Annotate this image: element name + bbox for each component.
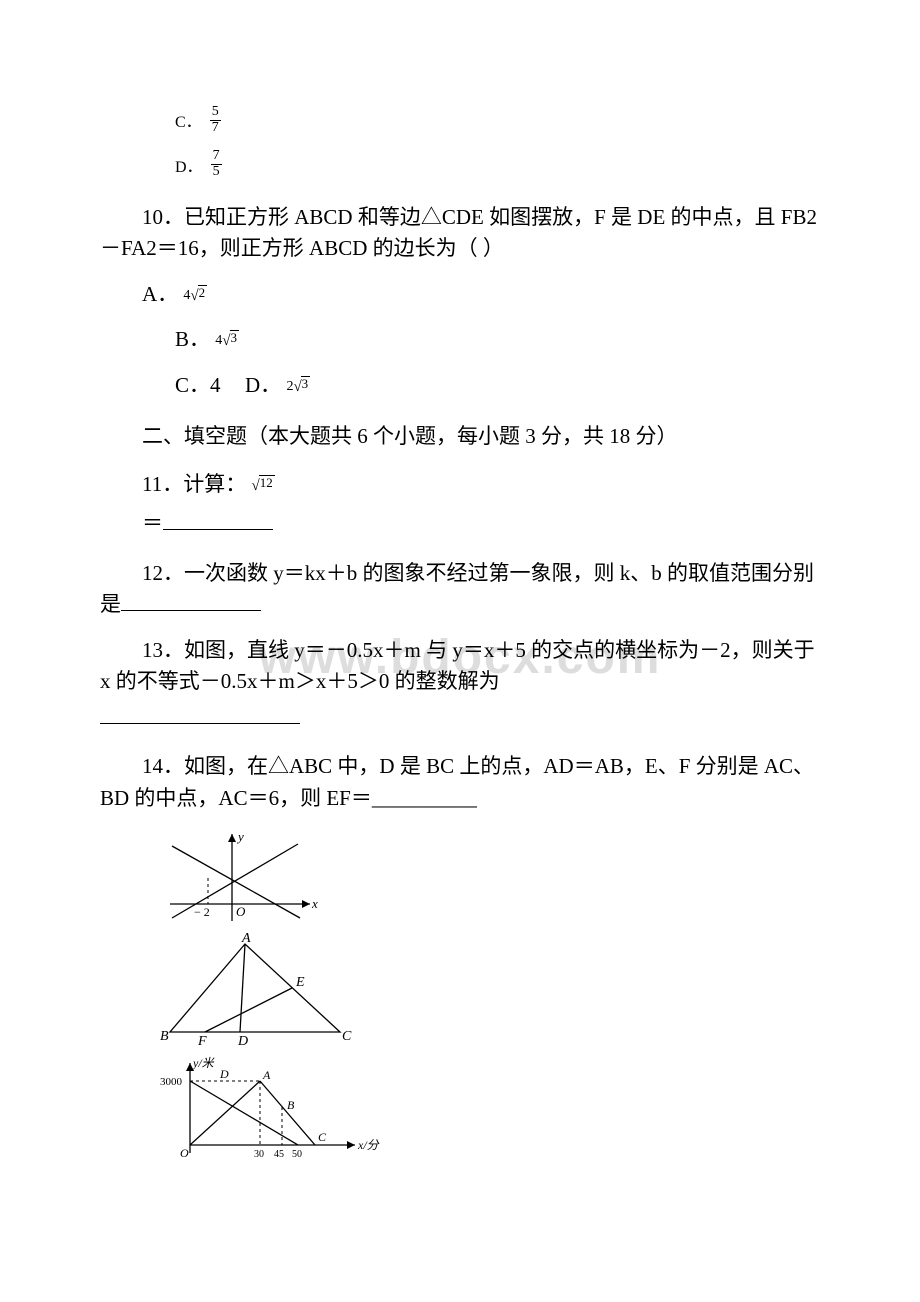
question-13-line1: 13．如图，直线 y＝－0.5x＋m 与 y＝x＋5 的交点的横坐标为－2，则关…: [100, 635, 820, 698]
option-10-cd: C．4 D． 2 √ 3: [175, 370, 820, 402]
question-11-lead: 11．计算： √ 12: [142, 469, 820, 501]
option-10-a: A． 4 √ 2: [142, 279, 820, 311]
figure-lines-intersection: y x O − 2: [160, 826, 820, 926]
option-d: D． 7 5: [175, 149, 820, 179]
figure-triangle-abc: A B C D E F: [160, 932, 820, 1047]
option-c-letter: C．: [175, 108, 202, 132]
option-c-fraction: 5 7: [210, 105, 221, 135]
radicand: 3: [230, 330, 240, 345]
origin-label: O: [236, 904, 246, 919]
blank-underline: [163, 509, 273, 530]
option-d-letter: D．: [245, 373, 281, 397]
vertex-b: B: [160, 1029, 169, 1044]
radicand: 12: [259, 475, 275, 490]
question-14: 14．如图，在△ABC 中，D 是 BC 上的点，AD＝AB，E、F 分别是 A…: [100, 751, 820, 814]
option-c-label: C．4: [175, 373, 221, 397]
tick-neg2: − 2: [194, 905, 210, 919]
q11-sqrt: √ 12: [251, 475, 274, 498]
tick-45: 45: [274, 1149, 284, 1160]
fraction-numerator: 7: [211, 149, 222, 165]
option-a-value: 4 √ 2: [183, 285, 207, 308]
option-b-value: 4 √ 3: [215, 330, 239, 353]
vertex-c: C: [342, 1029, 352, 1044]
fraction-denominator: 5: [211, 165, 222, 180]
point-d-label: D: [219, 1067, 229, 1081]
tick-3000: 3000: [160, 1076, 183, 1088]
question-11-answer-line: ＝: [142, 508, 820, 540]
tick-50: 50: [292, 1149, 302, 1160]
equals-sign: ＝: [142, 511, 163, 535]
axis-y-label: y: [236, 829, 244, 844]
radicand: 2: [198, 285, 208, 300]
option-d-value: 2 √ 3: [286, 376, 310, 399]
axis-x-label: x: [311, 896, 318, 911]
option-d-fraction: 7 5: [211, 149, 222, 179]
option-c: C． 5 7: [175, 105, 820, 135]
blank-underline: [121, 590, 261, 611]
origin-label: O: [180, 1146, 189, 1160]
coef: 4: [215, 330, 222, 351]
question-13-blank: [100, 702, 820, 734]
coef: 4: [183, 285, 190, 306]
point-e: E: [295, 975, 305, 990]
coef: 2: [286, 376, 293, 397]
question-12: 12．一次函数 y＝kx＋b 的图象不经过第一象限，则 k、b 的取值范围分别是: [100, 558, 820, 621]
section-2-header: 二、填空题（本大题共 6 个小题，每小题 3 分，共 18 分）: [142, 421, 820, 453]
y-axis-label: y/米: [192, 1056, 216, 1070]
point-c-label: C: [318, 1130, 327, 1144]
fraction-denominator: 7: [210, 121, 221, 136]
option-10-b: B． 4 √ 3: [175, 324, 820, 356]
radicand: 3: [301, 376, 311, 391]
x-axis-label: x/分: [357, 1138, 380, 1152]
blank-underline: [100, 703, 300, 724]
fraction-numerator: 5: [210, 105, 221, 121]
option-a-letter: A．: [142, 282, 178, 306]
option-d-letter: D．: [175, 153, 203, 177]
vertex-a: A: [241, 932, 251, 946]
figure-distance-time: y/米 3000 D A B C O 30 45 50 x/分: [160, 1053, 820, 1163]
point-b-label: B: [287, 1098, 295, 1112]
point-d: D: [237, 1034, 248, 1047]
q11-text: 11．计算：: [142, 472, 246, 496]
question-10-text: 10．已知正方形 ABCD 和等边△CDE 如图摆放，F 是 DE 的中点，且 …: [100, 202, 820, 265]
option-b-letter: B．: [175, 327, 210, 351]
point-f: F: [197, 1034, 207, 1047]
point-a-label: A: [262, 1068, 271, 1082]
tick-30: 30: [254, 1149, 264, 1160]
